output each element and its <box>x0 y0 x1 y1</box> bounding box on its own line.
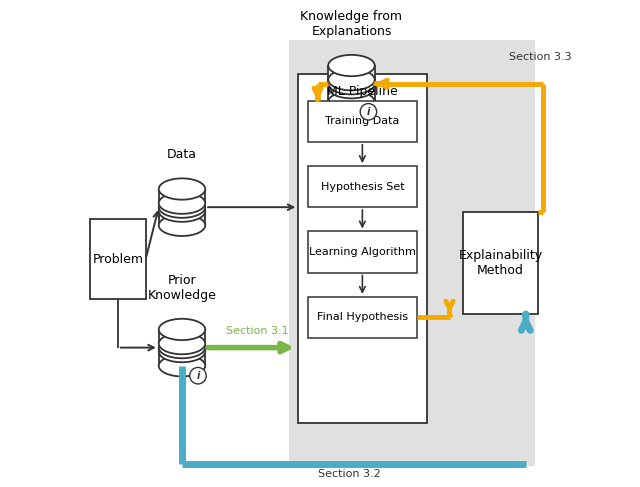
Ellipse shape <box>159 201 205 222</box>
Ellipse shape <box>159 192 205 214</box>
FancyBboxPatch shape <box>308 166 417 207</box>
FancyBboxPatch shape <box>298 74 426 423</box>
Text: Training Data: Training Data <box>325 116 399 126</box>
Ellipse shape <box>159 319 205 340</box>
Text: Problem: Problem <box>92 253 143 266</box>
Ellipse shape <box>159 215 205 236</box>
Circle shape <box>189 368 206 384</box>
Ellipse shape <box>159 355 205 376</box>
FancyBboxPatch shape <box>308 231 417 273</box>
FancyBboxPatch shape <box>328 66 374 102</box>
FancyBboxPatch shape <box>90 219 146 299</box>
Ellipse shape <box>159 178 205 200</box>
FancyBboxPatch shape <box>159 189 205 225</box>
Text: Section 3.1: Section 3.1 <box>225 325 288 336</box>
Ellipse shape <box>159 337 205 358</box>
FancyBboxPatch shape <box>159 329 205 366</box>
Text: i: i <box>196 371 200 381</box>
Text: Data: Data <box>167 148 197 161</box>
FancyBboxPatch shape <box>308 101 417 142</box>
Text: Final Hypothesis: Final Hypothesis <box>317 312 408 322</box>
FancyBboxPatch shape <box>308 297 417 338</box>
Text: Prior
Knowledge: Prior Knowledge <box>148 274 216 301</box>
Circle shape <box>360 104 377 120</box>
Text: Hypothesis Set: Hypothesis Set <box>321 182 404 191</box>
FancyBboxPatch shape <box>463 212 538 314</box>
Ellipse shape <box>328 69 374 91</box>
Text: Knowledge from
Explanations: Knowledge from Explanations <box>300 10 403 37</box>
Ellipse shape <box>328 73 374 94</box>
Text: ML Pipeline: ML Pipeline <box>327 85 397 98</box>
Ellipse shape <box>328 77 374 98</box>
Text: Explainability
Method: Explainability Method <box>458 249 543 277</box>
Ellipse shape <box>159 333 205 354</box>
Text: Learning Algorithm: Learning Algorithm <box>309 247 416 257</box>
Ellipse shape <box>159 197 205 218</box>
FancyBboxPatch shape <box>289 40 536 466</box>
Text: Section 3.2: Section 3.2 <box>317 468 380 479</box>
Text: Section 3.3: Section 3.3 <box>509 52 572 62</box>
Ellipse shape <box>328 55 374 76</box>
Text: i: i <box>367 107 370 117</box>
Ellipse shape <box>159 341 205 362</box>
Ellipse shape <box>328 91 374 112</box>
